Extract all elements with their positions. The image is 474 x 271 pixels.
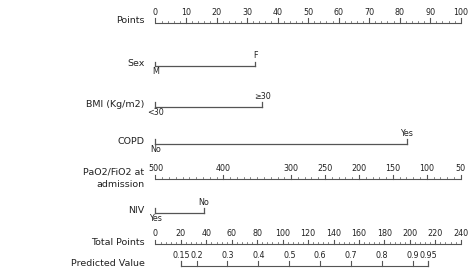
- Text: 80: 80: [252, 230, 262, 238]
- Text: 100: 100: [453, 8, 468, 17]
- Text: 10: 10: [181, 8, 191, 17]
- Text: Predicted Value: Predicted Value: [71, 259, 145, 268]
- Text: <30: <30: [147, 108, 164, 117]
- Text: 60: 60: [334, 8, 344, 17]
- Text: 0.2: 0.2: [190, 251, 203, 260]
- Text: 0.3: 0.3: [221, 251, 234, 260]
- Text: 30: 30: [242, 8, 252, 17]
- Text: 90: 90: [425, 8, 435, 17]
- Text: No: No: [150, 145, 161, 154]
- Text: 0.9: 0.9: [407, 251, 419, 260]
- Text: ≥30: ≥30: [254, 92, 271, 101]
- Text: Yes: Yes: [149, 214, 162, 223]
- Text: 140: 140: [326, 230, 341, 238]
- Text: 80: 80: [395, 8, 405, 17]
- Text: 0.7: 0.7: [345, 251, 357, 260]
- Text: 20: 20: [176, 230, 186, 238]
- Text: 120: 120: [301, 230, 316, 238]
- Text: 250: 250: [318, 164, 333, 173]
- Text: 100: 100: [275, 230, 290, 238]
- Text: 0.6: 0.6: [314, 251, 327, 260]
- Text: 0: 0: [153, 8, 158, 17]
- Text: 0.5: 0.5: [283, 251, 296, 260]
- Text: 240: 240: [453, 230, 468, 238]
- Text: 150: 150: [385, 164, 401, 173]
- Text: M: M: [152, 67, 159, 76]
- Text: 160: 160: [352, 230, 366, 238]
- Text: 60: 60: [227, 230, 237, 238]
- Text: 0.95: 0.95: [419, 251, 438, 260]
- Text: 20: 20: [211, 8, 221, 17]
- Text: 200: 200: [351, 164, 366, 173]
- Text: NIV: NIV: [128, 206, 145, 215]
- Text: Total Points: Total Points: [91, 237, 145, 247]
- Text: 220: 220: [428, 230, 443, 238]
- Text: PaO2/FiO2 at: PaO2/FiO2 at: [83, 167, 145, 176]
- Text: Yes: Yes: [400, 129, 413, 138]
- Text: 400: 400: [216, 164, 231, 173]
- Text: 50: 50: [456, 164, 466, 173]
- Text: 0.8: 0.8: [376, 251, 388, 260]
- Text: Points: Points: [116, 16, 145, 25]
- Text: 70: 70: [364, 8, 374, 17]
- Text: 200: 200: [402, 230, 418, 238]
- Text: F: F: [253, 51, 257, 60]
- Text: COPD: COPD: [118, 137, 145, 146]
- Text: 300: 300: [283, 164, 299, 173]
- Text: No: No: [199, 198, 209, 207]
- Text: 40: 40: [201, 230, 211, 238]
- Text: 0: 0: [153, 230, 158, 238]
- Text: BMI (Kg/m2): BMI (Kg/m2): [86, 100, 145, 109]
- Text: Sex: Sex: [127, 59, 145, 69]
- Text: 0.15: 0.15: [172, 251, 190, 260]
- Text: 100: 100: [419, 164, 434, 173]
- Text: 0.4: 0.4: [252, 251, 264, 260]
- Text: 180: 180: [377, 230, 392, 238]
- Text: 50: 50: [303, 8, 313, 17]
- Text: 40: 40: [273, 8, 283, 17]
- Text: 500: 500: [148, 164, 163, 173]
- Text: admission: admission: [96, 180, 145, 189]
